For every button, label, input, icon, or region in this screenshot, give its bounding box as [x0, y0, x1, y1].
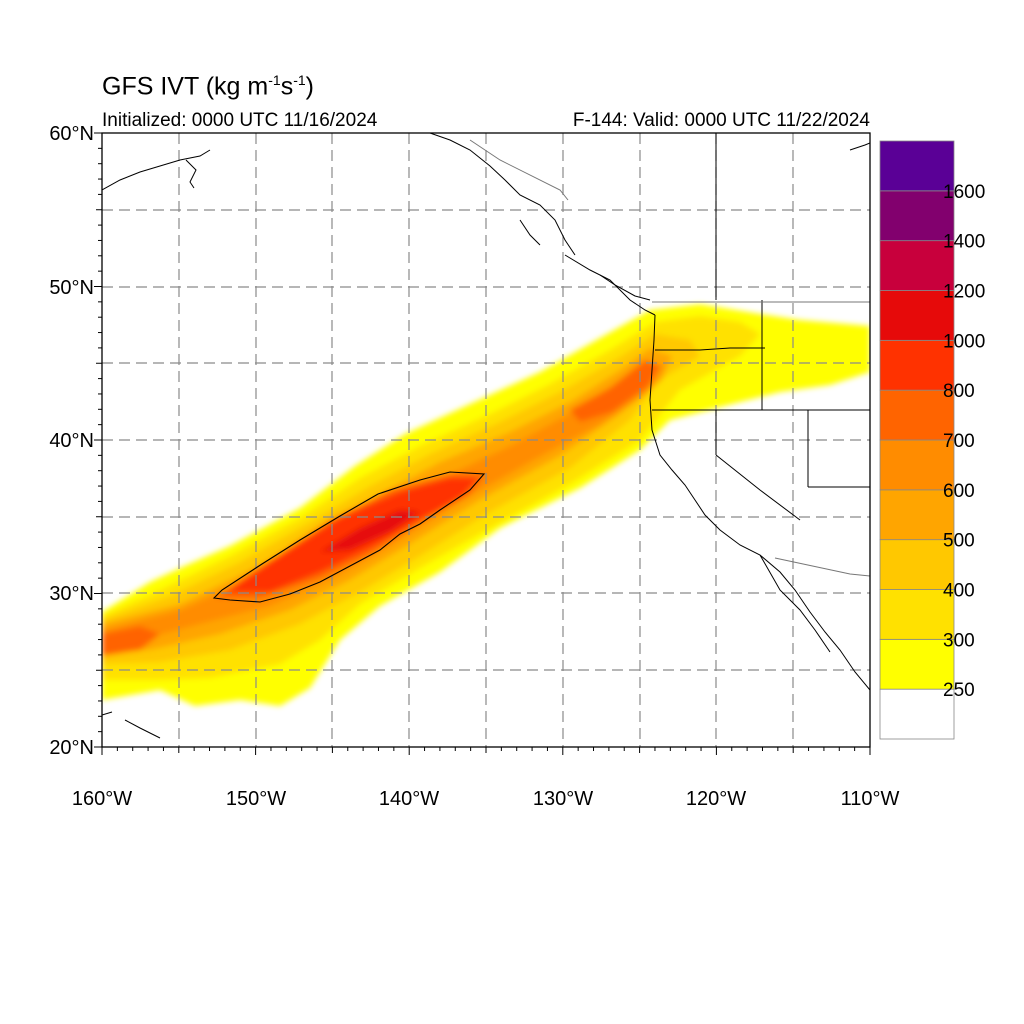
- colorbar-label: 600: [943, 481, 975, 502]
- colorbar-swatch: [879, 190, 955, 242]
- lon-label-160: 160°W: [72, 788, 132, 810]
- state-borders: [652, 133, 870, 521]
- map-title: GFS IVT (kg m-1s-1): [102, 72, 314, 101]
- tick-marks: [94, 132, 871, 755]
- colorbar: 250 300 400 500 600 700 800 1000 1200 1400 1600: [879, 140, 985, 740]
- lon-label-150: 150°W: [226, 788, 286, 810]
- colorbar-label: 1600: [943, 182, 985, 203]
- lat-axis: 60°N 50°N 40°N 30°N 20°N: [49, 123, 94, 759]
- lon-label-120: 120°W: [686, 788, 746, 810]
- ivt-700-coast: [570, 360, 660, 422]
- colorbar-swatch: [879, 638, 955, 690]
- colorbar-swatch: [879, 589, 955, 640]
- colorbar-label: 1400: [943, 232, 985, 253]
- colorbar-swatch: [879, 539, 955, 590]
- ivt-contour-800: [212, 471, 486, 603]
- ivt-1000: [320, 510, 420, 552]
- colorbar-swatch: [879, 489, 955, 541]
- lat-label-20: 20°N: [49, 737, 94, 759]
- lon-axis: 160°W 150°W 140°W 130°W 120°W 110°W: [72, 788, 900, 810]
- lat-label-40: 40°N: [49, 430, 94, 452]
- lon-label-110: 110°W: [841, 788, 900, 810]
- ivt-700-west: [102, 626, 160, 656]
- country-borders: [469, 139, 870, 577]
- coastlines: [102, 133, 870, 739]
- colorbar-label: 400: [943, 581, 975, 602]
- colorbar-label: 800: [943, 381, 975, 402]
- lat-label-60: 60°N: [49, 123, 94, 145]
- colorbar-label: 250: [943, 680, 975, 701]
- colorbar-swatch: [879, 389, 955, 441]
- colorbar-swatch: [879, 140, 955, 192]
- colorbar-label: 500: [943, 531, 975, 552]
- ivt-field: [102, 133, 870, 747]
- colorbar-label: 1200: [943, 282, 985, 303]
- lat-label-30: 30°N: [49, 583, 94, 605]
- lon-label-140: 140°W: [379, 788, 439, 810]
- valid-label: F-144: Valid: 0000 UTC 11/22/2024: [572, 110, 870, 131]
- colorbar-swatch: [879, 339, 955, 391]
- colorbar-label: 300: [943, 630, 975, 651]
- colorbar-label: 700: [943, 431, 975, 452]
- colorbar-label: 1000: [943, 331, 985, 352]
- colorbar-swatch: [879, 290, 955, 341]
- lat-label-50: 50°N: [49, 277, 94, 299]
- ivt-600: [102, 360, 664, 644]
- lon-label-130: 130°W: [533, 788, 593, 810]
- initialized-label: Initialized: 0000 UTC 11/16/2024: [102, 110, 378, 131]
